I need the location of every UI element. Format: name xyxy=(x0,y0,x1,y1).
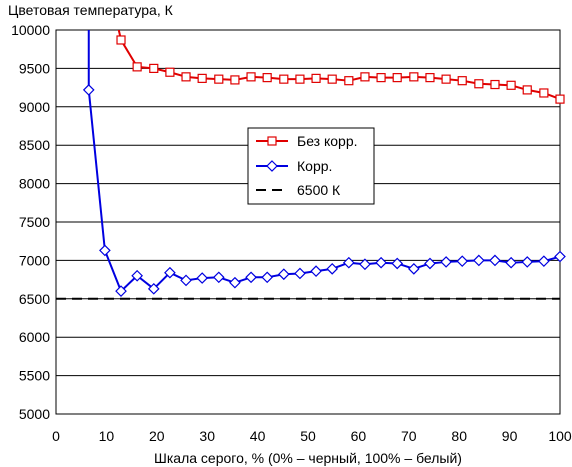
series-1-point xyxy=(521,256,534,268)
series-0-point xyxy=(214,74,224,84)
series-0-point xyxy=(197,73,207,83)
x-tick-label: 10 xyxy=(99,428,115,444)
y-tick-label: 9500 xyxy=(19,60,50,76)
y-tick-label: 8500 xyxy=(19,137,50,153)
series-0-point xyxy=(279,74,289,84)
grid xyxy=(56,29,560,415)
x-tick-label: 40 xyxy=(250,428,266,444)
x-axis-title: Шкала серого, % (0% – черный, 100% – бел… xyxy=(154,450,462,466)
series-1-point xyxy=(554,250,566,263)
series-0-point xyxy=(230,75,240,85)
y-tick-label: 6500 xyxy=(19,291,50,307)
legend: Без корр. Корр. 6500 К xyxy=(247,127,375,205)
series-0-point xyxy=(490,79,500,90)
series-0-point xyxy=(295,74,305,84)
series-1-point xyxy=(375,256,387,269)
x-tick-label: 60 xyxy=(351,428,367,444)
series-1-point xyxy=(294,267,306,280)
plot-area-frame xyxy=(55,29,561,415)
series-0-point xyxy=(116,35,126,45)
series-0-point xyxy=(132,62,142,72)
legend-label: Корр. xyxy=(297,158,332,174)
legend-marker-0 xyxy=(267,136,277,146)
series-1-point xyxy=(212,271,225,284)
series-0-point xyxy=(425,73,435,83)
x-tick-label: 100 xyxy=(548,428,572,444)
y-tick-labels: 5000 5500 6000 6500 7000 7500 8000 8500 9000 9500… xyxy=(11,22,50,422)
series-1-point xyxy=(342,256,355,269)
series-0-point xyxy=(555,94,565,104)
x-tick-labels: 0 10 20 30 40 50 60 70 80 90 100 xyxy=(52,428,572,444)
series-1-point xyxy=(424,257,436,270)
legend-label: Без корр. xyxy=(297,133,358,149)
series-1-point xyxy=(180,274,192,287)
x-tick-label: 0 xyxy=(52,428,60,444)
series-0-point xyxy=(506,80,516,90)
x-tick-label: 70 xyxy=(401,428,417,444)
x-tick-label: 50 xyxy=(300,428,316,444)
series-1-point xyxy=(407,262,420,275)
series-1-point xyxy=(456,255,469,268)
series-0-point xyxy=(392,73,402,83)
series-1-point xyxy=(196,272,209,284)
series-1-point xyxy=(359,258,371,271)
y-tick-label: 7000 xyxy=(19,252,50,268)
series-1-point xyxy=(326,262,339,275)
legend-label: 6500 К xyxy=(297,182,341,198)
series-1-point xyxy=(229,276,241,289)
x-tick-label: 90 xyxy=(502,428,518,444)
series-1-point xyxy=(99,244,111,257)
y-tick-label: 5000 xyxy=(19,406,50,422)
series-0-point xyxy=(457,76,467,86)
series-0-point xyxy=(262,73,272,83)
series-0-point xyxy=(376,73,386,83)
y-tick-label: 6000 xyxy=(19,329,50,345)
y-tick-label: 5500 xyxy=(19,368,50,384)
series-1-point xyxy=(440,256,452,268)
y-tick-label: 9000 xyxy=(19,99,50,115)
y-tick-label: 7500 xyxy=(19,214,50,230)
x-tick-label: 30 xyxy=(199,428,215,444)
series-1-point xyxy=(310,265,322,278)
y-tick-label: 8000 xyxy=(19,176,50,192)
legend-marker-1 xyxy=(266,160,278,172)
y-tick-label: 10000 xyxy=(11,22,50,38)
chart-title: Цветовая температура, К xyxy=(8,2,174,18)
marker-layer xyxy=(82,35,566,297)
series-0-point xyxy=(474,79,484,89)
series-1-point xyxy=(245,271,257,284)
series-0-point xyxy=(360,72,370,82)
series-1-point xyxy=(82,84,95,96)
series-0-point xyxy=(409,72,419,82)
series-0-point xyxy=(311,73,321,83)
series-1-point xyxy=(489,254,501,267)
series-1-point xyxy=(261,271,274,284)
series-1-point xyxy=(538,255,550,268)
x-tick-label: 80 xyxy=(451,428,467,444)
series-1-point xyxy=(391,257,404,270)
series-1-point xyxy=(277,268,290,281)
series-0-point xyxy=(246,72,256,82)
x-tick-label: 20 xyxy=(149,428,165,444)
series-0-point xyxy=(327,74,337,84)
series-1-point xyxy=(505,256,517,269)
series-1-point xyxy=(131,269,143,282)
series-0-point xyxy=(441,74,451,84)
series-0-point xyxy=(149,63,159,74)
series-0-point xyxy=(522,85,532,95)
series-0-point xyxy=(181,72,191,82)
series-1-point xyxy=(147,282,160,295)
series-1-point xyxy=(164,266,176,279)
series-1-point xyxy=(473,254,485,267)
series-1-point xyxy=(115,285,127,297)
series-0-point xyxy=(539,88,549,98)
series-0-point xyxy=(344,76,354,86)
series-0-point xyxy=(165,67,175,77)
